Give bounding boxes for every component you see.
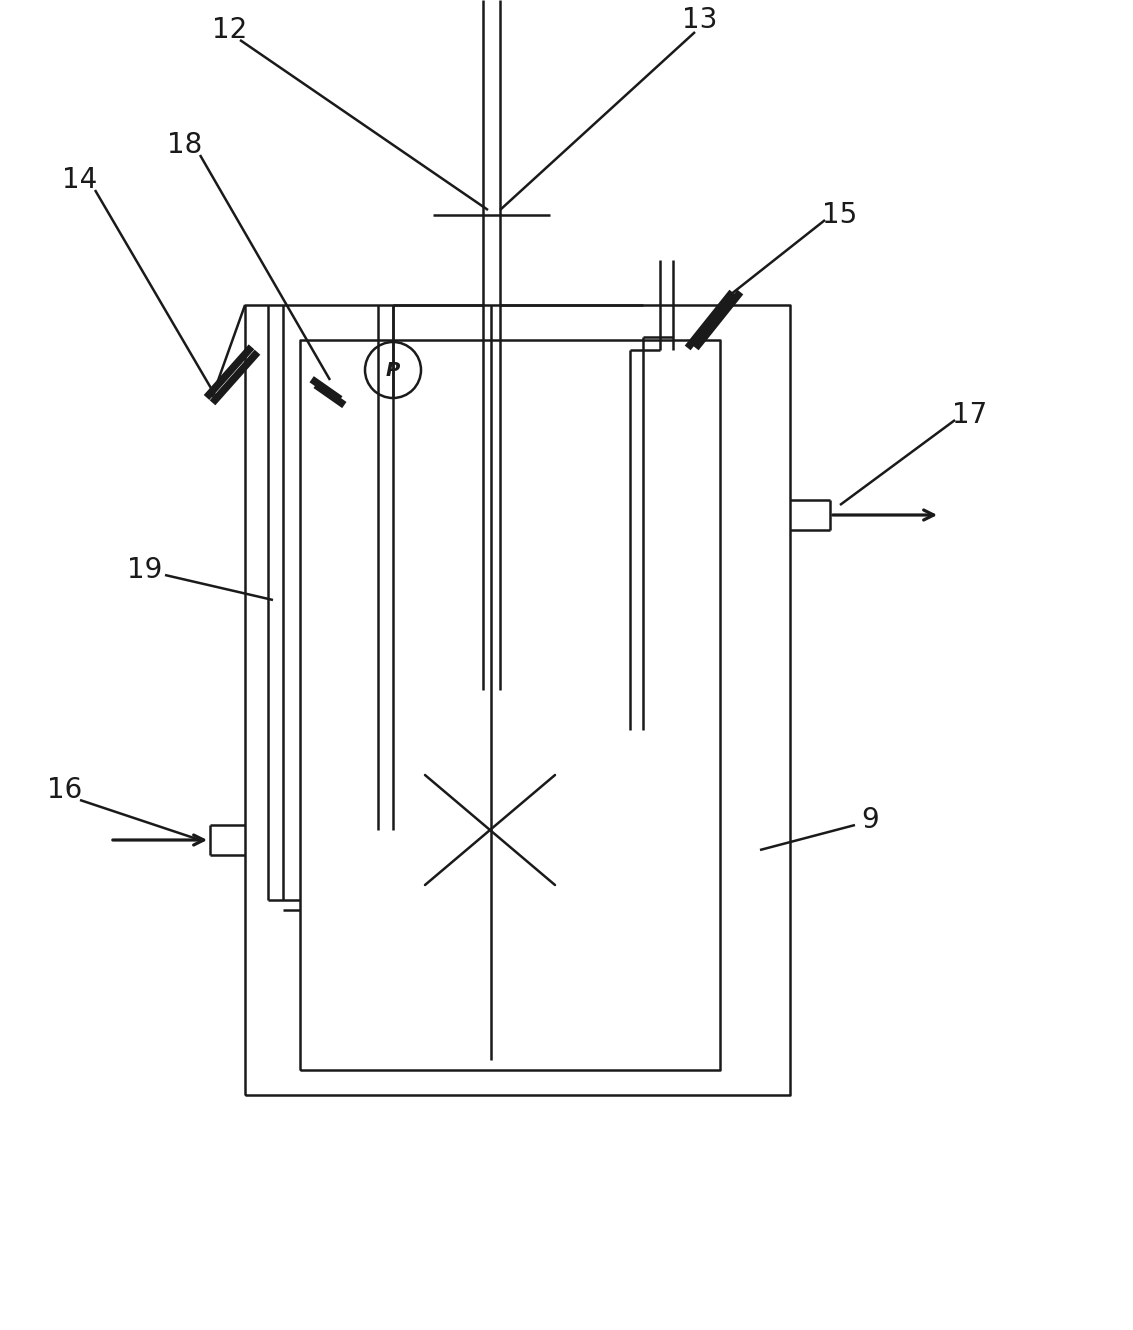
- Text: 14: 14: [62, 166, 97, 194]
- Text: 15: 15: [823, 201, 858, 229]
- Text: 9: 9: [861, 806, 879, 834]
- Text: 16: 16: [48, 775, 83, 805]
- Text: 18: 18: [168, 130, 203, 160]
- Text: 17: 17: [953, 402, 988, 430]
- Text: 13: 13: [682, 7, 717, 35]
- Text: P: P: [386, 360, 400, 379]
- Text: 19: 19: [127, 556, 163, 584]
- Text: 12: 12: [212, 16, 248, 44]
